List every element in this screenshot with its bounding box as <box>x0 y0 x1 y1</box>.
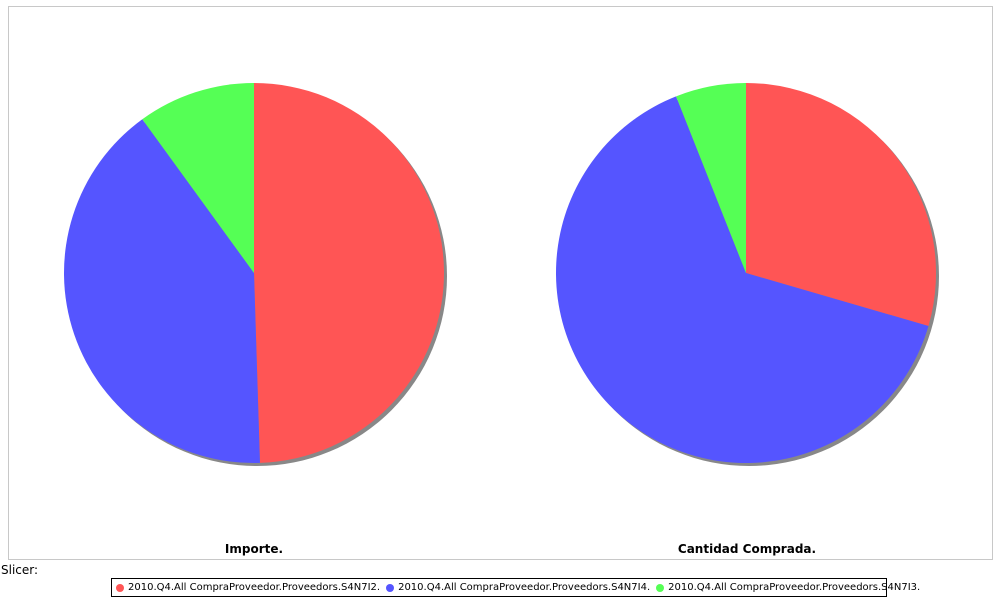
pie-slice[interactable] <box>746 83 936 327</box>
legend-dot-icon <box>386 583 395 592</box>
pie-title-cantidad-comprada: Cantidad Comprada. <box>677 542 817 556</box>
legend-item: 2010.Q4.All CompraProveedor.Proveedors.S… <box>386 582 650 593</box>
pie-slice[interactable] <box>254 83 445 463</box>
legend-item: 2010.Q4.All CompraProveedor.Proveedors.S… <box>656 582 920 593</box>
pie-slice[interactable] <box>63 119 260 463</box>
pie-charts-canvas <box>63 83 939 466</box>
chart-legend: 2010.Q4.All CompraProveedor.Proveedors.S… <box>111 578 920 597</box>
pie-slice[interactable] <box>556 96 929 464</box>
legend-label: 2010.Q4.All CompraProveedor.Proveedors.S… <box>128 582 381 593</box>
legend-label: 2010.Q4.All CompraProveedor.Proveedors.S… <box>668 582 921 593</box>
legend-dot-icon <box>116 583 124 592</box>
legend-item: 2010.Q4.All CompraProveedor.Proveedors.S… <box>116 582 380 593</box>
pie-slice[interactable] <box>676 83 746 273</box>
slicer-label: Slicer: <box>1 563 39 577</box>
pie-title-importe: Importe. <box>224 542 284 556</box>
pie-slice[interactable] <box>142 83 254 273</box>
legend-dot-icon <box>656 583 665 592</box>
pie-chart-2 <box>556 83 939 466</box>
pie-chart-1 <box>63 83 447 466</box>
legend-label: 2010.Q4.All CompraProveedor.Proveedors.S… <box>398 582 651 593</box>
